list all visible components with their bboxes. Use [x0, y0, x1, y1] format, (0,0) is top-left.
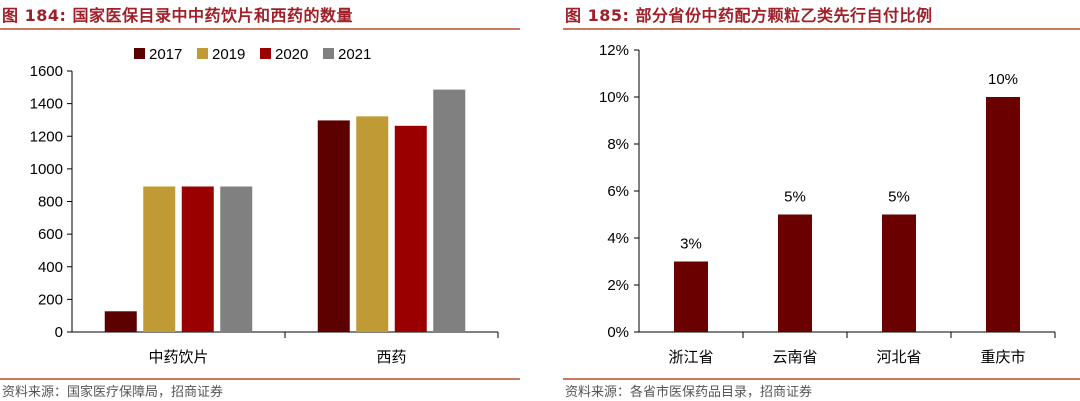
bar-2021-中药饮片 [220, 186, 253, 332]
legend-swatch-2017 [134, 48, 145, 59]
y-tick-label: 0% [607, 324, 629, 341]
source-rule [563, 378, 1080, 380]
x-category-label: 浙江省 [668, 349, 713, 366]
x-category-label: 中药饮片 [148, 349, 208, 366]
y-tick-label: 1200 [30, 128, 63, 145]
bar-重庆市 [986, 97, 1020, 332]
y-tick-label: 8% [607, 136, 629, 153]
data-label: 5% [888, 189, 910, 206]
x-category-label: 西药 [376, 349, 406, 366]
bar-2020-中药饮片 [181, 186, 214, 332]
legend-label-2017: 2017 [149, 46, 182, 63]
bar-2020-西药 [394, 125, 427, 332]
y-tick-label: 2% [607, 277, 629, 294]
bar-2017-西药 [317, 120, 350, 332]
y-tick-label: 0 [55, 324, 63, 341]
source-note: 资料来源：国家医疗保障局，招商证券 [2, 385, 224, 400]
data-label: 10% [988, 71, 1018, 88]
bar-浙江省 [674, 261, 708, 332]
bar-2019-中药饮片 [143, 186, 176, 332]
figure-title: 图 184: 国家医保目录中中药饮片和西药的数量 [2, 6, 353, 25]
legend-label-2021: 2021 [338, 46, 371, 63]
data-label: 3% [680, 236, 702, 253]
y-tick-label: 6% [607, 183, 629, 200]
data-label: 5% [784, 189, 806, 206]
legend-label-2019: 2019 [212, 46, 245, 63]
y-tick-label: 12% [599, 42, 629, 59]
chart-panel-left: 图 184: 国家医保目录中中药饮片和西药的数量 0 200 400 600 800 10… [0, 0, 520, 401]
x-category-label: 河北省 [876, 349, 921, 366]
bar-chart-self-pay-ratio: 0% 2% 4% 6% 8% 10% 12% 3% 浙江省 5% 云南省 5% 河北省 10% 重庆市 [599, 42, 1056, 366]
legend-swatch-2019 [197, 48, 208, 59]
bar-2019-西药 [356, 116, 389, 332]
bar-chart-drug-counts: 0 200 400 600 800 1000 1200 1400 1600 中药饮片 西药 2017 2… [30, 46, 499, 366]
title-rule [0, 28, 520, 30]
y-tick-label: 1600 [30, 63, 63, 80]
y-tick-label: 4% [607, 230, 629, 247]
bar-河北省 [882, 214, 916, 332]
x-category-label: 云南省 [772, 349, 817, 366]
y-tick-label: 400 [38, 259, 63, 276]
y-tick-label: 10% [599, 89, 629, 106]
y-tick-label: 1000 [30, 161, 63, 178]
y-tick-label: 1400 [30, 96, 63, 113]
legend-swatch-2020 [260, 48, 271, 59]
bar-2017-中药饮片 [104, 311, 137, 332]
bar-云南省 [778, 214, 812, 332]
y-tick-label: 200 [38, 291, 63, 308]
figure-title: 图 185: 部分省份中药配方颗粒乙类先行自付比例 [565, 6, 933, 25]
legend-swatch-2021 [323, 48, 334, 59]
source-rule [0, 378, 520, 380]
legend-label-2020: 2020 [275, 46, 308, 63]
title-rule [563, 28, 1080, 30]
y-tick-label: 600 [38, 226, 63, 243]
bar-2021-西药 [433, 89, 466, 332]
x-category-label: 重庆市 [980, 349, 1025, 366]
chart-panel-right: 图 185: 部分省份中药配方颗粒乙类先行自付比例 0% 2% 4% 6% 8% 10% 1… [563, 0, 1080, 401]
source-note: 资料来源：各省市医保药品目录，招商证券 [565, 385, 813, 400]
y-tick-label: 800 [38, 194, 63, 211]
